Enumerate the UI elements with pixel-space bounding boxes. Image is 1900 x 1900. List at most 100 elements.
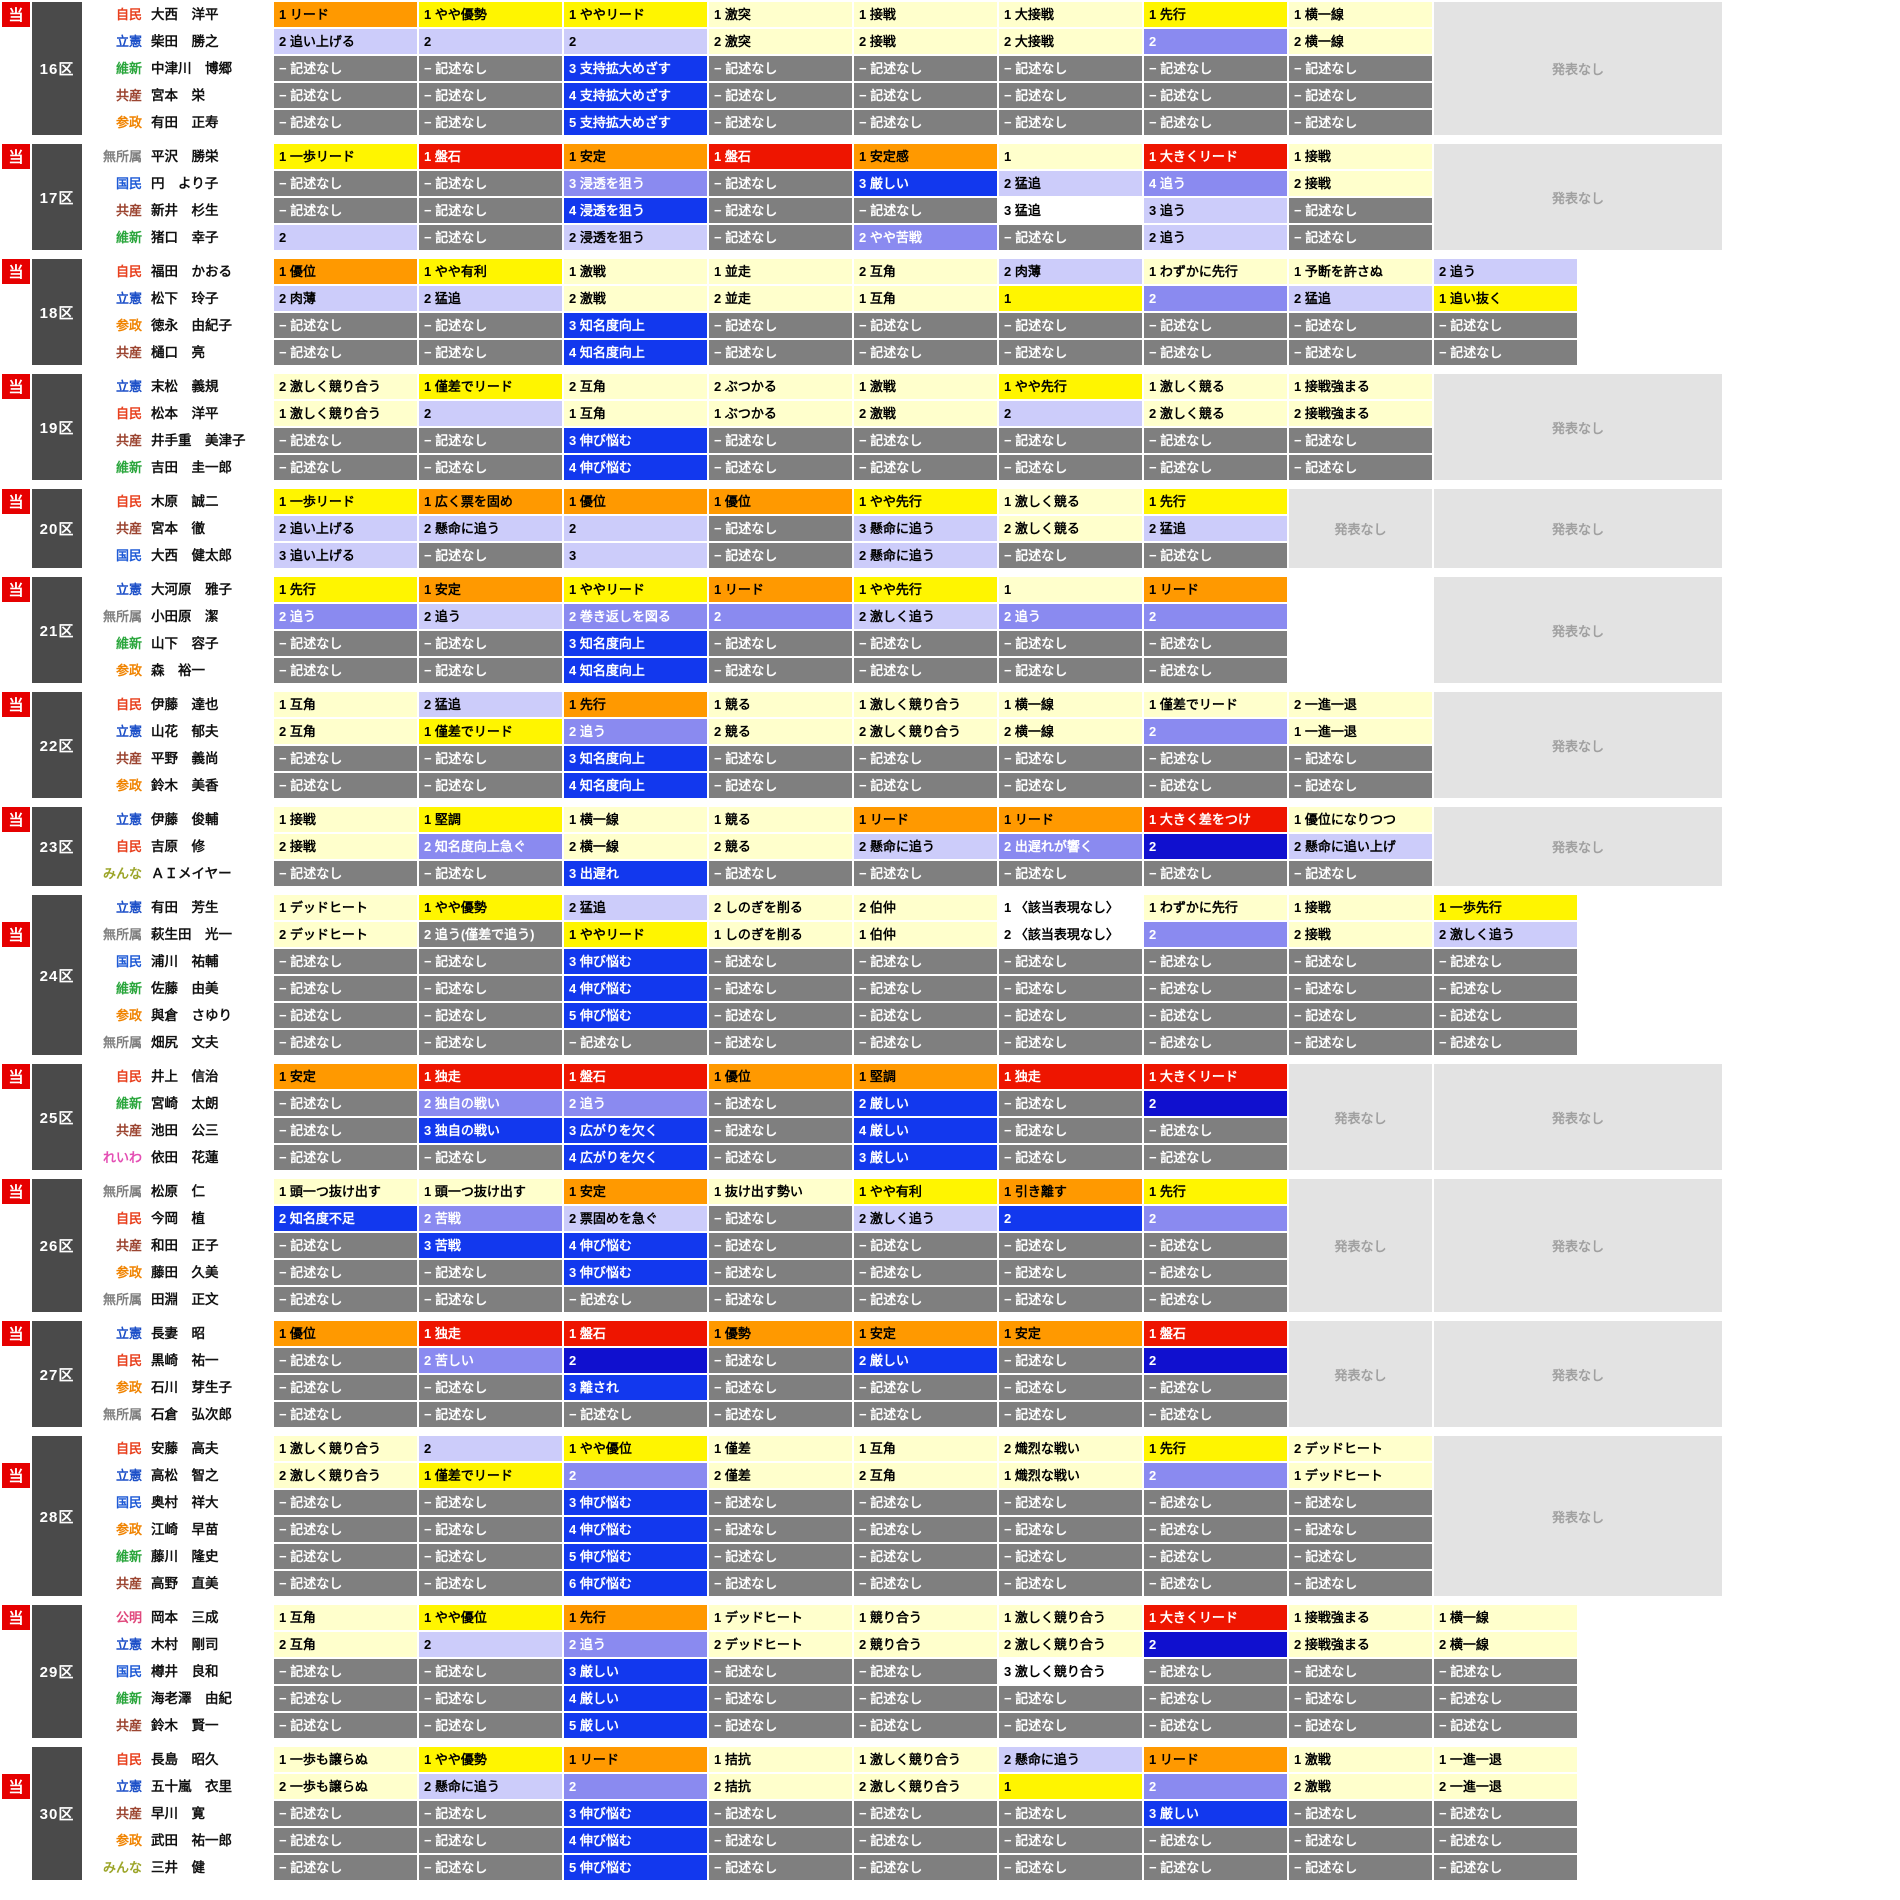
- rating-cell: 3 支持拡大めざす: [564, 56, 707, 81]
- rating-cell: − 記述なし: [999, 1713, 1142, 1738]
- rating-cell: − 記述なし: [999, 1801, 1142, 1826]
- rating-cell: 2 肉薄: [274, 286, 417, 311]
- rating-cell: 2: [274, 225, 417, 250]
- rating-cell: 4 浸透を狙う: [564, 198, 707, 223]
- rating-cell: − 記述なし: [709, 83, 852, 108]
- rating-cell: − 記述なし: [1144, 1375, 1287, 1400]
- rating-cell: 1 競る: [709, 807, 852, 832]
- rating-cell: 1 盤石: [1144, 1321, 1287, 1346]
- rating-cell: 1 横一線: [1434, 1605, 1577, 1630]
- rating-cell: 2 懸命に追う: [419, 1774, 562, 1799]
- rating-cell: − 記述なし: [1289, 1003, 1432, 1028]
- rating-cell: − 記述なし: [999, 543, 1142, 568]
- candidate-name: 佐藤 由美: [151, 981, 219, 996]
- rating-cell: − 記述なし: [274, 1713, 417, 1738]
- rating-cell: − 記述なし: [564, 1402, 707, 1427]
- candidate-name: 猪口 幸子: [151, 230, 219, 245]
- rating-cell: 1 横一線: [1289, 2, 1432, 27]
- rating-cell: − 記述なし: [419, 1686, 562, 1711]
- rating-cell: 2 拮抗: [709, 1774, 852, 1799]
- rating-cell: 1 激しく競り合う: [274, 1436, 417, 1461]
- party-label: 立憲: [115, 812, 142, 827]
- rating-cell: 5 伸び悩む: [564, 1003, 707, 1028]
- rating-cell: − 記述なし: [419, 658, 562, 683]
- elected-badge: 当: [2, 577, 30, 602]
- rating-cell: 2: [419, 1436, 562, 1461]
- rating-cell: 1: [999, 1774, 1142, 1799]
- rating-cell: − 記述なし: [709, 225, 852, 250]
- district-label: 20区: [32, 489, 82, 568]
- party-label: 自民: [115, 264, 142, 279]
- rating-cell: 2: [1144, 286, 1287, 311]
- rating-cell: 2 接戦: [274, 834, 417, 859]
- rating-cell: − 記述なし: [709, 1828, 852, 1853]
- candidate-name: 藤川 隆史: [151, 1549, 219, 1564]
- rating-cell: − 記述なし: [419, 861, 562, 886]
- rating-cell: 2: [1144, 29, 1287, 54]
- rating-cell: 3 苦戦: [419, 1233, 562, 1258]
- candidate-name: 樋口 亮: [151, 345, 205, 360]
- no-announcement-cell: 発表なし: [1434, 2, 1722, 135]
- no-announcement-cell: 発表なし: [1434, 374, 1722, 480]
- elected-badge: 当: [2, 1774, 30, 1799]
- rating-cell: − 記述なし: [1289, 1686, 1432, 1711]
- rating-cell: 1 盤石: [419, 144, 562, 169]
- rating-cell: − 記述なし: [274, 171, 417, 196]
- rating-cell: 1 リード: [1144, 577, 1287, 602]
- rating-cell: − 記述なし: [419, 1030, 562, 1055]
- rating-cell: 1 接戦: [1289, 895, 1432, 920]
- candidate-name: 奥村 祥大: [151, 1495, 219, 1510]
- candidate-name: 松下 玲子: [151, 291, 219, 306]
- rating-cell: − 記述なし: [274, 631, 417, 656]
- rating-cell: − 記述なし: [1434, 1801, 1577, 1826]
- rating-cell: − 記述なし: [709, 1490, 852, 1515]
- candidate-name: 井上 信治: [151, 1069, 219, 1084]
- party-label: 参政: [115, 115, 142, 130]
- rating-cell: − 記述なし: [274, 658, 417, 683]
- party-label: 国民: [115, 954, 142, 969]
- rating-cell: 1 抜け出す勢い: [709, 1179, 852, 1204]
- rating-cell: 2 互角: [274, 1632, 417, 1657]
- rating-cell: 2 熾烈な戦い: [999, 1436, 1142, 1461]
- rating-cell: 2 競り合う: [854, 1632, 997, 1657]
- candidate-name: 末松 義規: [151, 379, 219, 394]
- rating-cell: 2 デッドヒート: [1289, 1436, 1432, 1461]
- rating-cell: 3 伸び悩む: [564, 428, 707, 453]
- candidate-name: 長妻 昭: [151, 1326, 205, 1341]
- rating-cell: 1 優位: [564, 489, 707, 514]
- rating-cell: 6 伸び悩む: [564, 1571, 707, 1596]
- rating-cell: 1 接戦: [1289, 144, 1432, 169]
- party-label: 無所属: [102, 1184, 142, 1199]
- rating-cell: 1 やや先行: [854, 577, 997, 602]
- rating-cell: − 記述なし: [1434, 976, 1577, 1001]
- rating-cell: 3 伸び悩む: [564, 1801, 707, 1826]
- rating-cell: − 記述なし: [1144, 861, 1287, 886]
- rating-cell: − 記述なし: [1289, 746, 1432, 771]
- rating-cell: − 記述なし: [1144, 1030, 1287, 1055]
- rating-cell: − 記述なし: [999, 1260, 1142, 1285]
- rating-cell: 1 デッドヒート: [1289, 1463, 1432, 1488]
- rating-cell: − 記述なし: [854, 83, 997, 108]
- rating-cell: − 記述なし: [709, 631, 852, 656]
- rating-cell: 1 盤石: [564, 1321, 707, 1346]
- rating-cell: − 記述なし: [274, 1855, 417, 1880]
- rating-cell: − 記述なし: [419, 1544, 562, 1569]
- rating-cell: − 記述なし: [419, 1713, 562, 1738]
- rating-cell: − 記述なし: [1144, 428, 1287, 453]
- rating-cell: 1 ややリード: [564, 922, 707, 947]
- candidate-name: 大河原 雅子: [151, 582, 232, 597]
- rating-cell: − 記述なし: [419, 1571, 562, 1596]
- rating-cell: − 記述なし: [854, 110, 997, 135]
- party-label: 維新: [115, 1691, 142, 1706]
- rating-cell: − 記述なし: [999, 225, 1142, 250]
- rating-cell: − 記述なし: [999, 1233, 1142, 1258]
- candidate-name: 早川 寛: [151, 1806, 205, 1821]
- rating-cell: 2 激しく競り合う: [854, 1774, 997, 1799]
- candidate-name: 畑尻 文夫: [151, 1035, 219, 1050]
- rating-cell: − 記述なし: [1144, 1544, 1287, 1569]
- rating-cell: − 記述なし: [1434, 1659, 1577, 1684]
- rating-cell: − 記述なし: [709, 1206, 852, 1231]
- rating-cell: 1 互角: [854, 1436, 997, 1461]
- party-label: 参政: [115, 778, 142, 793]
- rating-cell: 1: [999, 286, 1142, 311]
